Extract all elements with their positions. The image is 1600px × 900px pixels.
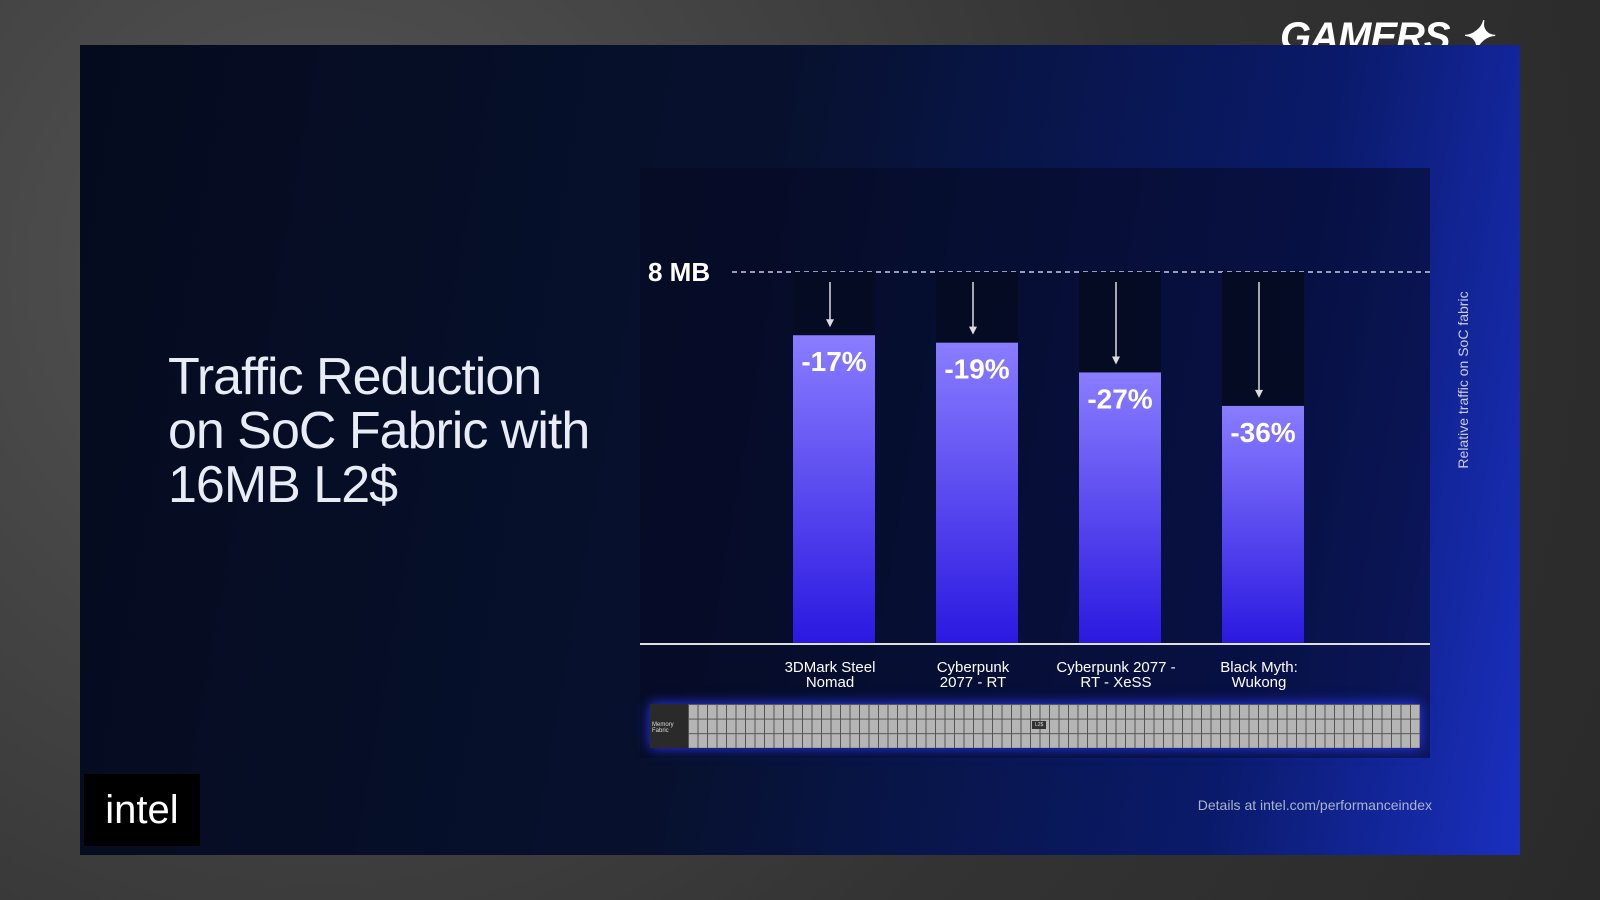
category-label: Cyberpunk 2077 - — [1056, 659, 1175, 676]
bar-gap — [1222, 272, 1304, 406]
category-label: Nomad — [806, 674, 854, 691]
arrow-head — [969, 326, 977, 335]
memory-fabric-diagram: Memory Fabric L2$ — [650, 704, 1420, 748]
data-label: -36% — [1230, 417, 1295, 448]
data-label: -19% — [944, 354, 1009, 385]
title-line: on SoC Fabric with — [168, 402, 590, 460]
bar — [936, 342, 1018, 644]
title-line: Traffic Reduction — [168, 348, 542, 406]
y-axis-label: Relative traffic on SoC fabric — [1455, 291, 1471, 469]
bar — [1079, 372, 1161, 644]
bar-gap — [1079, 272, 1161, 373]
fabric-grid: L2$ — [688, 704, 1420, 748]
bar — [1222, 405, 1304, 644]
l2-label: L2$ — [1032, 721, 1047, 729]
fabric-label: Memory Fabric — [650, 704, 688, 748]
category-label: RT - XeSS — [1080, 674, 1151, 691]
details-link[interactable]: Details at intel.com/performanceindex — [1197, 797, 1432, 813]
category-label: 2077 - RT — [940, 674, 1006, 691]
category-label: Cyberpunk — [937, 659, 1010, 676]
data-label: -27% — [1087, 383, 1152, 414]
data-label: -17% — [801, 346, 866, 377]
arrow-head — [826, 319, 834, 328]
slide-title: Traffic Reduction on SoC Fabric with 16M… — [168, 348, 590, 514]
bar — [793, 335, 875, 644]
title-line: 16MB L2$ — [168, 456, 398, 514]
bar-gap — [936, 272, 1018, 343]
category-label: Black Myth: — [1220, 659, 1298, 676]
bar-gap — [793, 272, 875, 336]
reference-label: 8 MB — [648, 257, 710, 287]
category-label: 3DMark Steel — [785, 659, 876, 676]
arrow-head — [1255, 389, 1263, 398]
intel-logo: intel — [84, 774, 200, 846]
category-label: Wukong — [1232, 674, 1287, 691]
arrow-head — [1112, 356, 1120, 365]
